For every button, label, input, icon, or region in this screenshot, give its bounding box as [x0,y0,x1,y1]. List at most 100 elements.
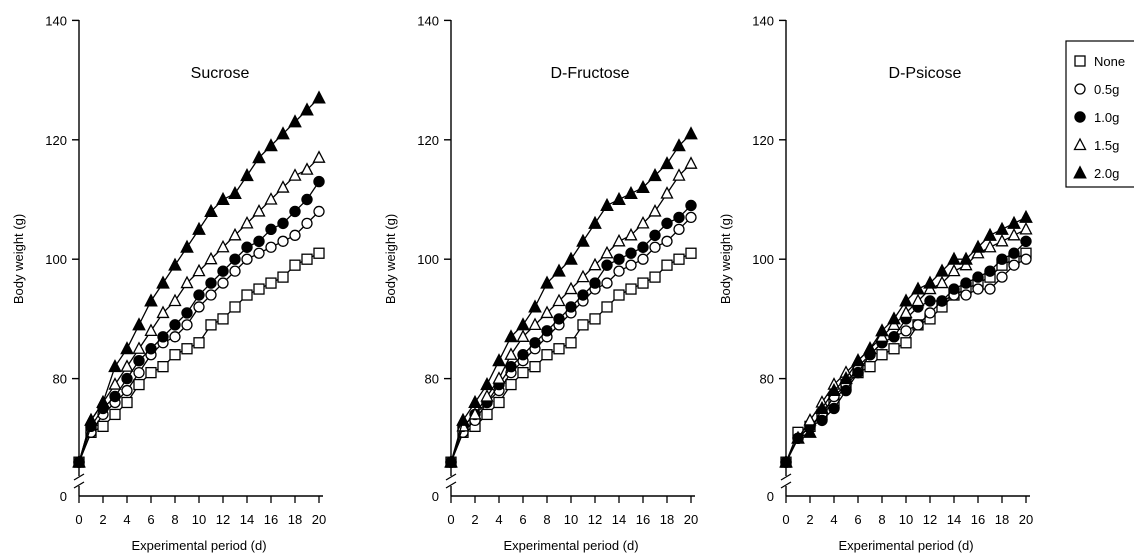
y-tick-label: 100 [417,252,439,267]
data-point-2-0g [156,275,170,289]
data-point-1-0g [1008,247,1020,259]
series-0-5g [73,205,325,468]
data-point-2-0g [971,239,985,253]
data-point-1-0g [265,223,277,236]
panel-title: D-Fructose [550,65,629,82]
data-point-1-0g [637,241,649,253]
legend-label-0-5g: 0.5g [1094,82,1119,97]
data-point-0-5g [900,325,912,337]
x-tick-label: 6 [854,512,861,527]
data-point-2-0g [803,424,817,438]
data-point-1-0g [193,289,205,301]
data-point-none [637,277,649,289]
data-point-none [876,349,888,361]
data-point-2-0g [624,185,638,200]
data-point-0-5g [1020,253,1032,265]
y-tick-label: 0 [767,489,774,504]
x-tick-label: 2 [806,512,813,527]
data-point-none [673,253,685,265]
axis-break-mark [73,481,85,489]
data-point-2-0g [636,179,650,194]
data-point-0-5g [169,331,181,343]
data-point-1-0g [972,271,984,283]
y-tick-label: 80 [760,372,774,387]
legend-label-2-0g: 2.0g [1094,166,1119,181]
data-point-1-0g [613,253,625,265]
data-point-none [589,313,601,325]
data-point-1-5g [288,168,302,181]
data-point-2-0g [899,293,913,307]
data-point-2-0g [684,126,698,140]
data-point-0-5g [625,259,637,271]
data-point-1-5g [612,233,626,247]
data-point-1-5g [911,293,925,307]
data-point-2-0g [887,311,901,325]
series-2-0g [779,209,1033,468]
data-point-none [301,253,313,265]
data-point-none [577,319,589,331]
legend: None 0.5g 1.0g 1.5g 2.0g [1065,40,1134,188]
data-point-none [145,366,157,379]
x-tick-label: 0 [782,512,789,527]
data-point-none [241,289,253,301]
x-tick-label: 14 [612,512,626,527]
legend-marker-1-0g [1074,111,1086,123]
data-point-none [481,408,493,421]
data-point-none [109,408,121,421]
data-point-1-0g [217,265,229,277]
data-point-none [313,247,325,259]
data-point-2-0g [1019,209,1033,223]
data-point-1-0g [277,217,289,230]
data-point-0-5g [277,235,289,247]
x-tick-label: 10 [899,512,913,527]
data-point-1-5g [576,269,590,283]
data-point-1-5g [180,275,194,289]
x-tick-label: 16 [636,512,650,527]
data-point-1-0g [541,325,553,337]
data-point-0-5g [984,283,996,295]
data-point-1-0g [553,313,565,325]
x-tick-label: 14 [947,512,961,527]
data-point-1-0g [229,253,241,265]
data-point-1-0g [145,343,157,355]
data-point-1-0g [625,247,637,259]
data-point-0-5g [217,277,229,289]
axis-break-mark [73,473,85,481]
data-point-none [553,343,565,355]
data-point-2-0g [480,376,494,391]
x-tick-label: 16 [971,512,985,527]
series-none [445,247,697,468]
data-point-none [888,343,900,355]
data-point-1-5g [216,239,230,253]
y-tick-label: 120 [417,133,439,148]
data-point-0-5g [253,247,265,259]
data-point-2-0g [660,156,674,170]
y-tick-label: 80 [425,372,439,387]
x-tick-label: 16 [264,512,278,527]
data-point-1-5g [636,215,650,229]
data-point-2-0g [120,341,134,355]
data-point-2-0g [791,430,805,444]
data-point-1-5g [552,293,566,307]
data-point-2-0g [144,293,158,307]
data-point-2-0g [875,323,889,337]
data-point-1-5g [672,168,686,181]
series-line-none [78,252,320,463]
data-point-1-0g [589,277,601,289]
y-tick-label: 120 [752,133,774,148]
data-point-1-0g [301,193,313,206]
legend-label-none: None [1094,54,1125,69]
data-point-none [900,337,912,349]
data-point-0-5g [1008,259,1020,271]
panel-title: D-Psicose [889,65,962,82]
data-point-1-0g [948,283,960,295]
data-point-0-5g [613,265,625,277]
data-point-1-0g [109,390,121,403]
data-point-2-0g [312,90,326,104]
data-point-2-0g [444,454,458,468]
legend-marker-0-5g [1074,83,1086,95]
series-2-0g [72,90,326,468]
data-point-2-0g [947,251,961,265]
data-point-0-5g [241,253,253,265]
